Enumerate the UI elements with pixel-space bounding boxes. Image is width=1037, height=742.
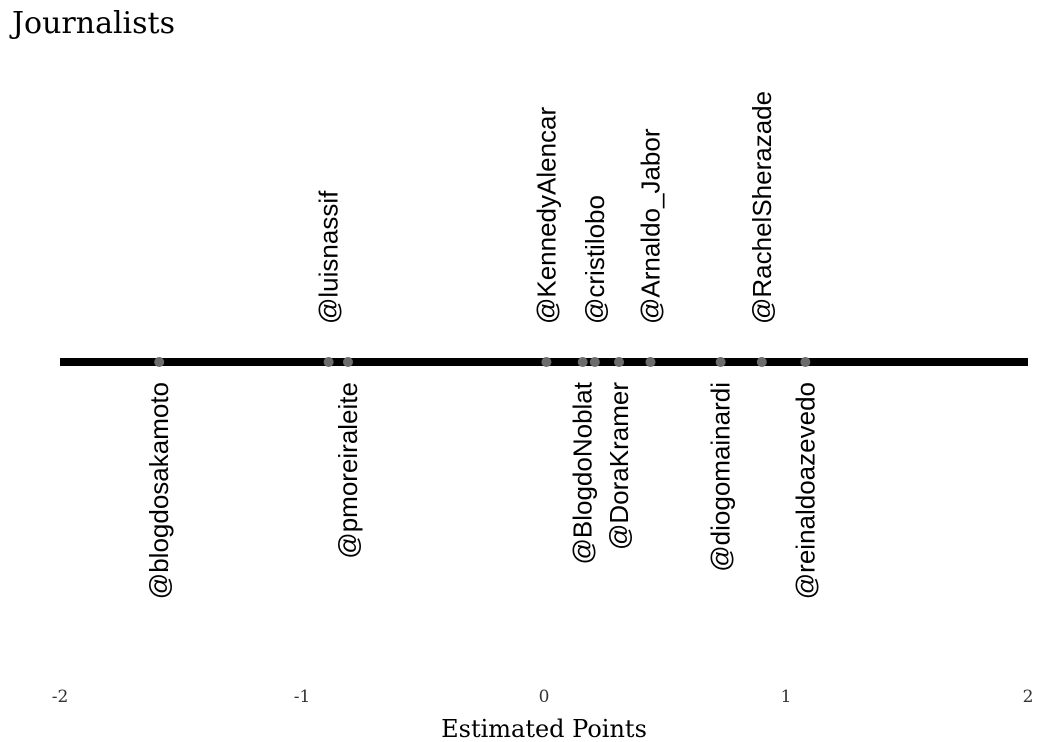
- data-point: [715, 357, 726, 367]
- x-tick-label: -2: [52, 687, 69, 707]
- x-tick-label: 0: [539, 687, 550, 707]
- data-point: [154, 357, 165, 367]
- data-point: [589, 357, 600, 367]
- chart-title: Journalists: [9, 6, 175, 41]
- data-point: [342, 357, 353, 367]
- point-label: @Arnaldo_Jabor: [635, 128, 665, 324]
- data-point: [614, 357, 625, 367]
- x-tick-label: -1: [294, 687, 311, 707]
- data-point: [800, 357, 811, 367]
- data-point: [756, 357, 767, 367]
- x-tick-label: 1: [781, 687, 792, 707]
- data-point: [645, 357, 656, 367]
- point-labels: @blogdosakamoto @luisnassif @pmoreiraleite…: [144, 91, 820, 599]
- data-point: [323, 357, 334, 367]
- point-label: @DoraKramer: [604, 382, 634, 550]
- data-point: [541, 357, 552, 367]
- x-axis-ticks: -2 -1 0 1 2: [52, 687, 1034, 707]
- data-points: [154, 357, 811, 367]
- point-label: @KennedyAlencar: [531, 106, 561, 324]
- x-tick-label: 2: [1023, 687, 1034, 707]
- point-label: @pmoreiraleite: [333, 382, 363, 559]
- point-label: @luisnassif: [314, 190, 344, 324]
- point-label: @RachelSherazade: [747, 91, 777, 324]
- point-label: @cristilobo: [580, 195, 610, 324]
- point-label: @BlogdoNoblat: [568, 381, 598, 564]
- x-axis-label: Estimated Points: [441, 715, 647, 742]
- point-label: @blogdosakamoto: [144, 382, 174, 599]
- point-label: @reinaldoazevedo: [790, 382, 820, 599]
- data-point: [577, 357, 588, 367]
- point-label: @diogomainardi: [706, 382, 736, 572]
